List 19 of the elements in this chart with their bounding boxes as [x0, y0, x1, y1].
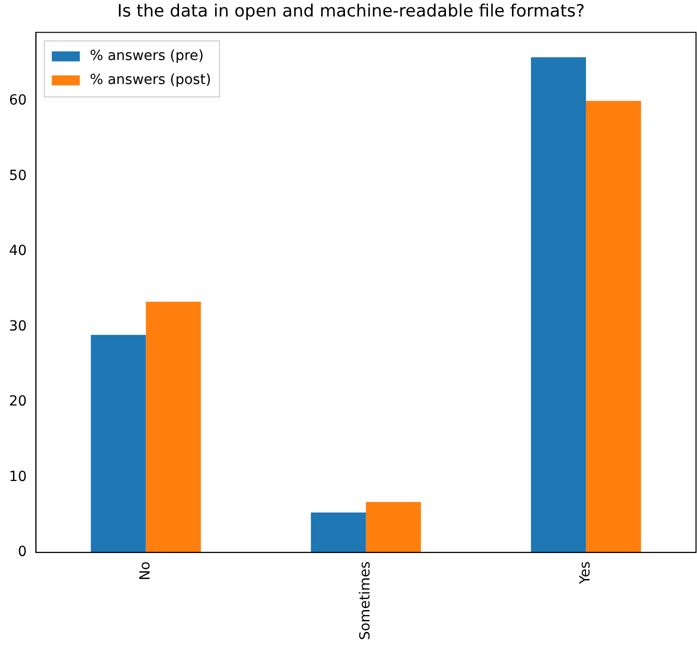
- bar: [530, 57, 586, 552]
- y-tick-label: 50: [8, 168, 27, 184]
- bar: [146, 302, 201, 552]
- x-tick-label: Yes: [578, 561, 594, 585]
- y-tick-label: 10: [8, 468, 27, 485]
- y-tick-label: 30: [8, 318, 27, 334]
- y-tick-label: 20: [8, 394, 27, 410]
- y-tick-label: 60: [8, 92, 27, 109]
- x-tick-label: Sometimes: [358, 561, 374, 640]
- legend-label: % answers (post): [90, 72, 212, 88]
- y-tick-label: 0: [18, 544, 27, 560]
- chart-title: Is the data in open and machine-readable file formats?: [117, 2, 585, 22]
- bar: [310, 512, 366, 552]
- x-tick-label: No: [137, 561, 154, 580]
- bar: [586, 100, 641, 552]
- y-tick-label: 40: [8, 243, 27, 260]
- bar: [90, 334, 146, 552]
- legend-label: % answers (pre): [90, 48, 204, 64]
- bar: [366, 502, 421, 552]
